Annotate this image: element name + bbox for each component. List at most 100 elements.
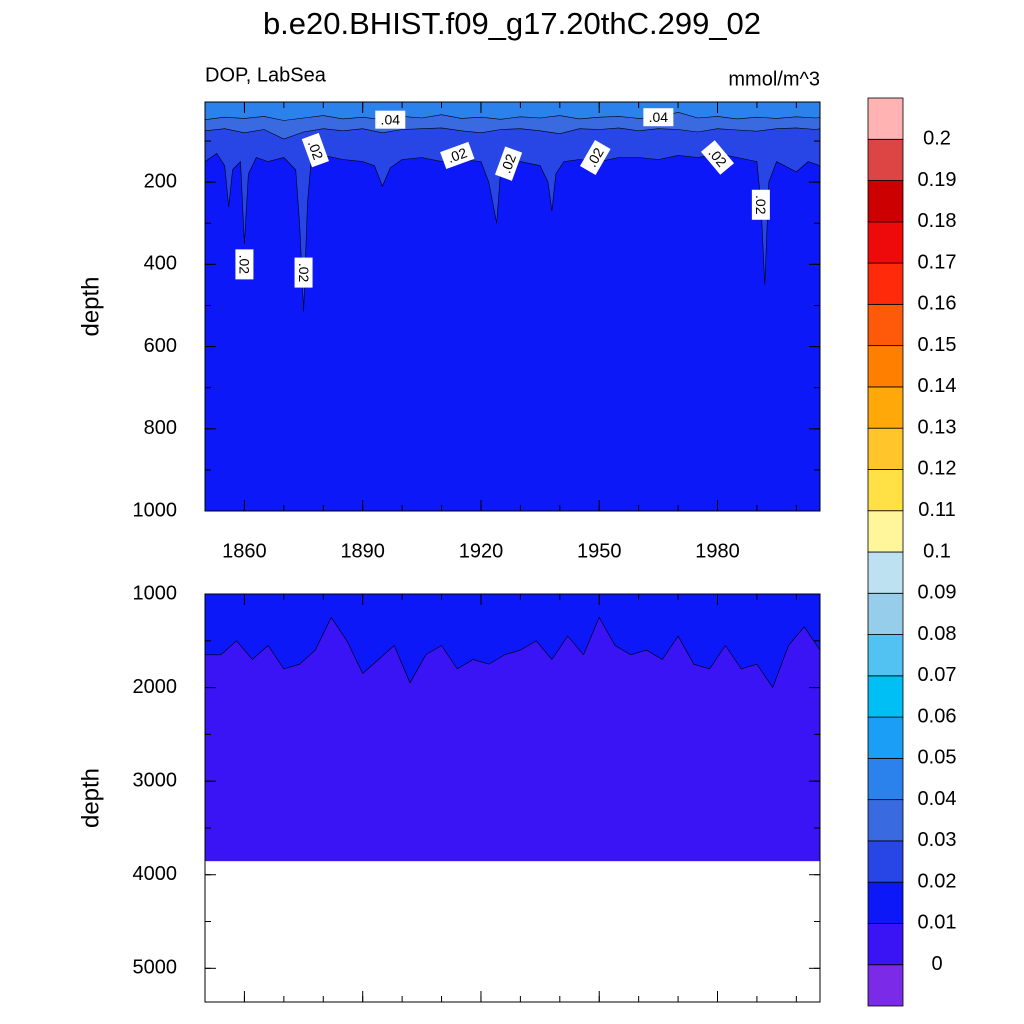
colorbar-label: 0.17 (918, 251, 957, 273)
contour-label-box (494, 146, 523, 181)
colorbar-box (867, 634, 904, 677)
colorbar-label: 0.13 (918, 416, 957, 438)
colorbar-label: 0.12 (918, 458, 957, 480)
colorbar-label: 0.1 (923, 540, 951, 562)
contour-label: .04 (375, 110, 406, 129)
colorbar-label: 0.09 (918, 582, 957, 604)
colorbar-label: 0.15 (918, 334, 957, 356)
y-tick-label: 200 (144, 170, 177, 192)
contour-label-text: .02 (445, 144, 469, 166)
contour-label: .04 (643, 108, 674, 127)
colorbar-box (867, 881, 904, 924)
contour-label-box (579, 140, 611, 175)
colorbar-box (867, 799, 904, 842)
contour-label: .02 (235, 249, 254, 280)
colorbar-label: 0.18 (918, 210, 957, 232)
contour-label: .02 (579, 140, 611, 175)
contour-label-box (643, 108, 674, 127)
colorbar-box (867, 138, 904, 181)
colorbar-box (867, 180, 904, 223)
colorbar-label: 0.19 (918, 169, 957, 191)
x-tick-label: 1890 (340, 540, 385, 562)
colorbar-label: 0.14 (918, 375, 957, 397)
panel: .04.04.02.02.02.02.02.02.02.022004006008… (77, 64, 821, 562)
colorbar-label: 0.03 (918, 829, 957, 851)
y-tick-label: 800 (144, 417, 177, 439)
contour-label: .02 (751, 189, 770, 220)
colorbar-box (867, 469, 904, 512)
plot-frame (204, 101, 821, 512)
contour-line (205, 127, 820, 140)
colorbar-label: 0.02 (918, 870, 957, 892)
panel: 1000 2000 3000 4000 5000 depth (77, 582, 821, 1003)
right-string: mmol/m^3 (728, 68, 820, 90)
y-tick-label: 400 (144, 253, 177, 275)
y-tick-label: 1000 (133, 582, 178, 604)
missing-region (205, 861, 820, 1002)
y-tick-label: 600 (144, 335, 177, 357)
contour-label-box (440, 141, 475, 170)
contour-line (205, 111, 820, 121)
colorbar-box (867, 303, 904, 347)
contour-label: .02 (301, 132, 329, 168)
y-tick-label: 3000 (133, 769, 178, 791)
left-string: DOP, LabSea (205, 64, 327, 86)
colorbar-label: 0.06 (918, 705, 957, 727)
colorbar-box (867, 757, 904, 801)
plot-area (205, 594, 820, 1002)
y-tick-label: 5000 (133, 957, 178, 979)
colorbar-label: 0.2 (923, 128, 951, 150)
colorbar-label: 0.08 (918, 623, 957, 645)
colorbar-label: 0.05 (918, 747, 957, 769)
x-tick-label: 1950 (577, 540, 622, 562)
colorbar-label: 0.11 (918, 499, 955, 521)
contour-label-text: .02 (305, 138, 327, 162)
contour-label-text: .02 (296, 263, 312, 283)
contour-fill (205, 102, 820, 312)
colorbar-box (867, 262, 904, 305)
y-axis-title: depth (77, 276, 104, 336)
contour-label-box (301, 132, 329, 168)
colorbar-box (867, 427, 904, 470)
colorbar: 0 0.01 0.02 0.03 0.04 0.05 0.06 0.07 0.08 0.09 0.1… (867, 97, 957, 1007)
y-tick-label: 1000 (133, 499, 178, 521)
colorbar-box (867, 840, 904, 883)
colorbar-box (867, 964, 904, 1007)
contour-label-box (294, 257, 313, 288)
x-tick-label: 1980 (695, 540, 740, 562)
chart-title: b.e20.BHIST.f09_g17.20thC.299_02 (263, 6, 761, 41)
colorbar-box (867, 221, 904, 264)
colorbar-box (867, 345, 904, 388)
contour-label-box (375, 110, 406, 129)
contour-label: .02 (440, 141, 475, 170)
plot-frame (204, 593, 821, 1003)
contour-line (205, 616, 820, 689)
colorbar-label: 0.01 (918, 912, 957, 934)
colorbar-box (867, 675, 904, 718)
colorbar-box (867, 97, 904, 140)
colorbar-box (867, 551, 904, 594)
colorbar-box (867, 716, 904, 759)
colorbar-box (867, 592, 904, 635)
colorbar-label: 0.07 (918, 664, 957, 686)
contour-label-text: .04 (649, 109, 669, 125)
colorbar-label: 0.16 (918, 293, 957, 315)
x-tick-label: 1860 (222, 540, 267, 562)
contour-label-text: .02 (753, 195, 769, 215)
colorbar-label: 0 (931, 953, 942, 975)
contour-label-box (751, 189, 770, 220)
contour-fill (205, 102, 820, 121)
contour-fill (205, 594, 820, 688)
contour-label-text: .02 (237, 255, 253, 275)
x-tick-label: 1920 (459, 540, 504, 562)
contour-label-box (700, 140, 735, 175)
y-tick-label: 4000 (133, 863, 178, 885)
y-axis-title: depth (77, 768, 104, 828)
colorbar-label: 0.04 (918, 788, 957, 810)
contour-label: .02 (294, 257, 313, 288)
colorbar-box (867, 510, 904, 553)
y-tick-label: 2000 (133, 676, 178, 698)
contour-label: .02 (494, 146, 523, 181)
